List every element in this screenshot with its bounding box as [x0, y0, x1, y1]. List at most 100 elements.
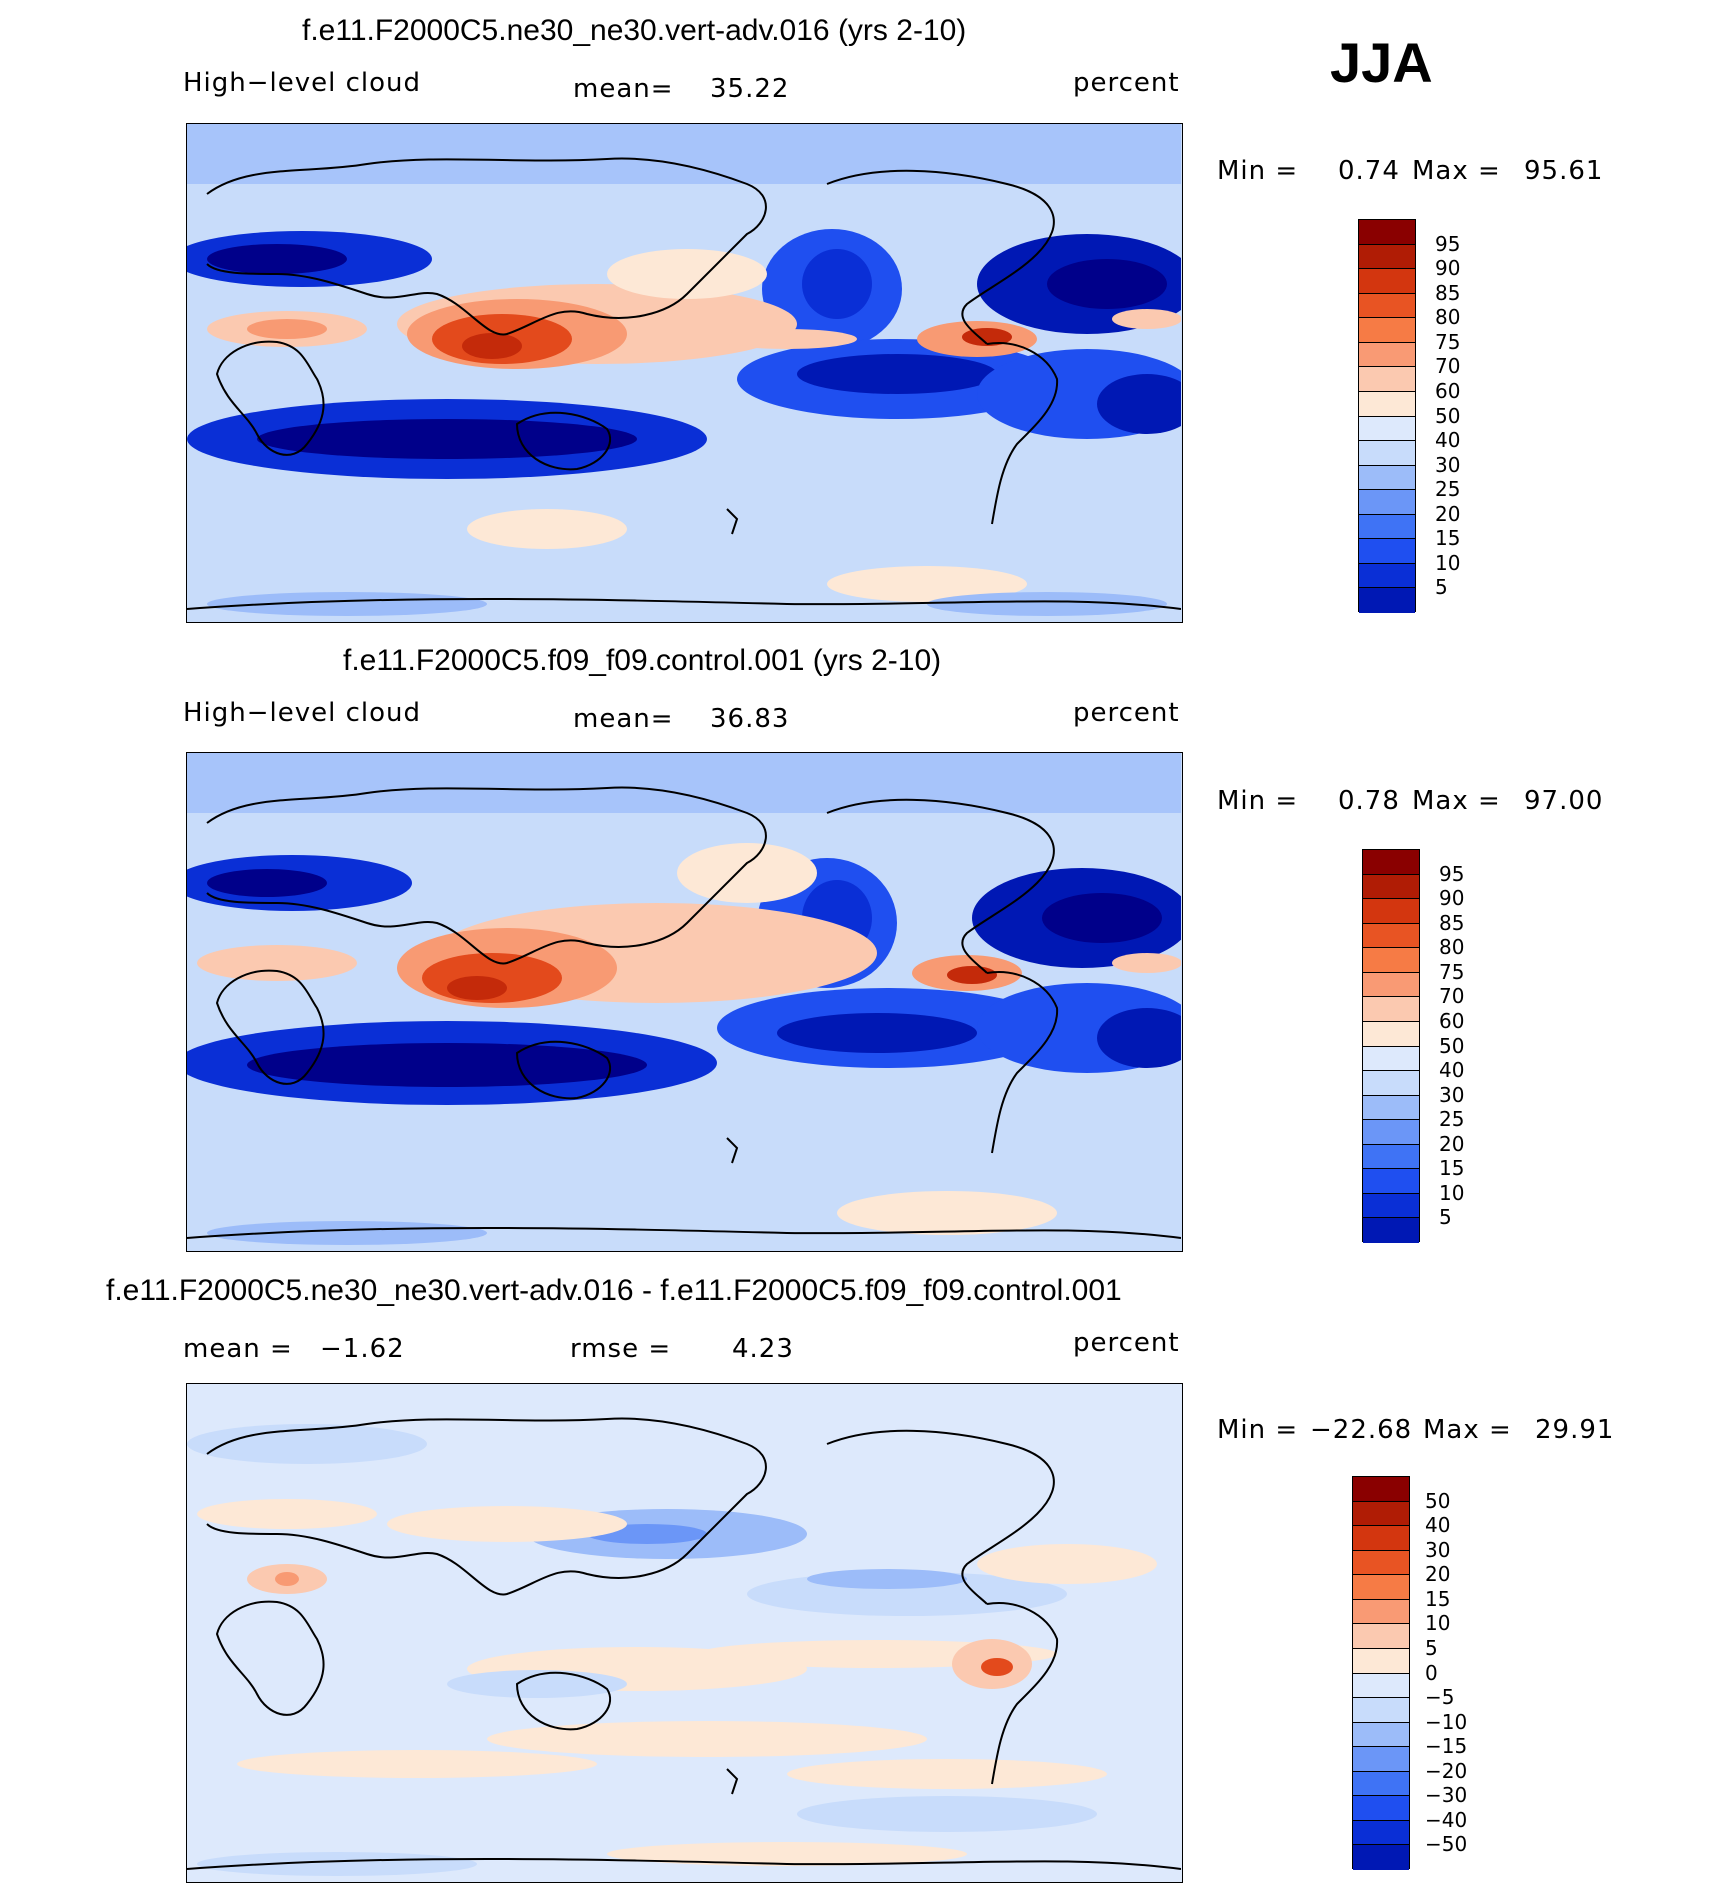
panel-1-units: percent [1073, 68, 1180, 98]
colorbar-tick-label: 70 [1439, 984, 1465, 1009]
panel-3-mean-value: −1.62 [320, 1334, 405, 1364]
colorbar-segment [1353, 1526, 1409, 1551]
colorbar-tick-label: 50 [1435, 403, 1461, 428]
panel-3-map [186, 1383, 1183, 1883]
colorbar-tick-label: 50 [1425, 1488, 1451, 1513]
colorbar-tick-label: −40 [1425, 1807, 1468, 1832]
colorbar-segment [1353, 1722, 1409, 1748]
panel-1-min-label: Min = [1217, 156, 1299, 186]
colorbar-tick-label: 20 [1435, 501, 1461, 526]
colorbar-tick-label: −10 [1425, 1709, 1468, 1734]
colorbar-segment [1353, 1648, 1409, 1674]
panel-1-colorbar-labels: 95 90 85 80 75 70 60 50 40 30 25 20 15 10 5 [1435, 219, 1515, 612]
panel-2-min-label: Min = [1217, 786, 1299, 816]
colorbar-tick-label: 60 [1435, 378, 1461, 403]
colorbar-tick-label: 80 [1435, 305, 1461, 330]
colorbar-segment [1353, 1575, 1409, 1600]
panel-2-max-value: 97.00 [1524, 786, 1604, 816]
colorbar-segment [1359, 441, 1415, 466]
colorbar-tick-label: 10 [1435, 550, 1461, 575]
colorbar-tick-label: 25 [1439, 1107, 1465, 1132]
colorbar-tick-label: 95 [1439, 861, 1465, 886]
colorbar-tick-label: 80 [1439, 935, 1465, 960]
panel-2-colorbar [1362, 849, 1420, 1243]
colorbar-segment [1353, 1796, 1409, 1821]
colorbar-segment [1353, 1673, 1409, 1699]
colorbar-tick-label: 15 [1435, 526, 1461, 551]
panel-2-max-label: Max = [1412, 786, 1501, 816]
panel-2-mean-value: 36.83 [710, 704, 790, 734]
colorbar-segment [1359, 293, 1415, 319]
colorbar-segment [1363, 1021, 1419, 1047]
colorbar-tick-label: 5 [1425, 1635, 1438, 1660]
panel-1-map-svg [187, 124, 1181, 621]
colorbar-tick-label: 95 [1435, 231, 1461, 256]
colorbar-tick-label: 85 [1435, 280, 1461, 305]
panel-1-max-value: 95.61 [1524, 156, 1604, 186]
colorbar-segment [1359, 318, 1415, 343]
colorbar-segment [1363, 1193, 1419, 1219]
colorbar-segment [1359, 269, 1415, 294]
panel-1-variable-label: High−level cloud [183, 68, 422, 98]
colorbar-tick-label: 85 [1439, 910, 1465, 935]
colorbar-tick-label: 0 [1425, 1660, 1438, 1685]
colorbar-tick-label: −20 [1425, 1758, 1468, 1783]
colorbar-segment [1353, 1550, 1409, 1576]
colorbar-segment [1359, 220, 1415, 245]
colorbar-tick-label: −15 [1425, 1734, 1468, 1759]
colorbar-tick-label: 15 [1439, 1156, 1465, 1181]
colorbar-segment [1363, 1169, 1419, 1194]
colorbar-tick-label: 10 [1425, 1611, 1451, 1636]
colorbar-segment [1363, 997, 1419, 1022]
panel-2-units: percent [1073, 698, 1180, 728]
colorbar-segment [1363, 1046, 1419, 1072]
panel-2-map-svg [187, 753, 1181, 1250]
colorbar-segment [1363, 1071, 1419, 1096]
colorbar-segment [1363, 874, 1419, 900]
panel-1-colorbar [1358, 219, 1416, 613]
panel-3-max-label: Max = [1423, 1415, 1512, 1445]
colorbar-segment [1359, 588, 1415, 613]
colorbar-segment [1359, 391, 1415, 417]
colorbar-segment [1359, 342, 1415, 368]
panel-2-mean-label: mean= [573, 704, 674, 734]
panel-3-colorbar-labels: 50 40 30 20 15 10 5 0 −5 −10 −15 −20 −30 −40 −50 [1425, 1476, 1515, 1869]
colorbar-segment [1363, 899, 1419, 924]
colorbar-tick-label: 60 [1439, 1008, 1465, 1033]
colorbar-segment [1363, 850, 1419, 875]
colorbar-tick-label: 90 [1439, 886, 1465, 911]
colorbar-segment [1353, 1747, 1409, 1772]
panel-1-title: f.e11.F2000C5.ne30_ne30.vert-adv.016 (yr… [302, 14, 967, 47]
panel-3-min-label: Min = [1217, 1415, 1299, 1445]
colorbar-segment [1353, 1698, 1409, 1723]
colorbar-segment [1353, 1845, 1409, 1870]
colorbar-segment [1353, 1477, 1409, 1502]
panel-2-colorbar-labels: 95 90 85 80 75 70 60 50 40 30 25 20 15 10 5 [1439, 849, 1519, 1242]
colorbar-tick-label: 70 [1435, 354, 1461, 379]
colorbar-segment [1359, 539, 1415, 564]
colorbar-segment [1359, 416, 1415, 442]
colorbar-segment [1363, 972, 1419, 998]
colorbar-tick-label: 10 [1439, 1180, 1465, 1205]
panel-1-max-label: Max = [1412, 156, 1501, 186]
colorbar-segment [1359, 563, 1415, 589]
colorbar-tick-label: 90 [1435, 256, 1461, 281]
panel-2-title: f.e11.F2000C5.f09_f09.control.001 (yrs 2… [343, 644, 942, 677]
colorbar-segment [1353, 1771, 1409, 1797]
panel-3-mean-label: mean = [183, 1334, 293, 1364]
colorbar-segment [1363, 1144, 1419, 1170]
colorbar-segment [1363, 1218, 1419, 1243]
panel-3-title: f.e11.F2000C5.ne30_ne30.vert-adv.016 - f… [106, 1274, 1122, 1307]
colorbar-segment [1363, 1120, 1419, 1145]
panel-3-rmse-value: 4.23 [732, 1334, 794, 1364]
panel-1-mean-value: 35.22 [710, 74, 790, 104]
colorbar-segment [1363, 948, 1419, 973]
panel-3-min-value: −22.68 [1310, 1415, 1413, 1445]
colorbar-segment [1359, 367, 1415, 392]
colorbar-segment [1353, 1599, 1409, 1625]
panel-3-rmse-label: rmse = [570, 1334, 672, 1364]
colorbar-tick-label: 30 [1425, 1537, 1451, 1562]
colorbar-tick-label: 40 [1425, 1513, 1451, 1538]
panel-2-map [186, 752, 1183, 1252]
